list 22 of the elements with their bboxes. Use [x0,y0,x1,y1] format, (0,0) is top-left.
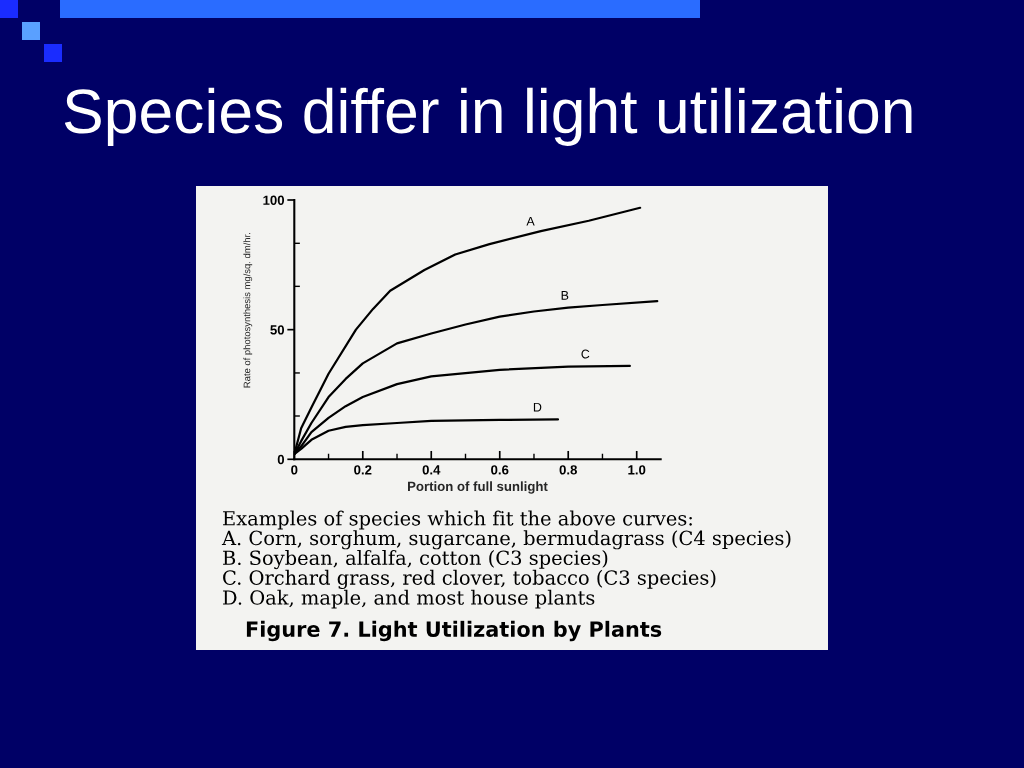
x-axis-title: Portion of full sunlight [408,481,548,494]
annotation: A [526,216,535,226]
text: Examples of species which fit the above curves: [223,510,692,530]
annotation: B [561,291,569,300]
caption: Figure 7. Light Utilization by Plants [246,620,662,642]
text: B. Soybean, alfalfa, cotton (C3 species) [223,550,608,570]
y-tick-label: 0 [277,454,285,465]
chart-title: Species differ in light utilization [64,87,912,146]
x-tick-label: 0.4 [422,465,441,475]
x-tick-label: 0.2 [354,465,372,475]
annotation: C [581,349,590,359]
text: A. Corn, sorghum, sugarcane, bermudagrass (C4 species) [221,530,791,550]
x-tick-label: 0.6 [491,465,509,475]
text: C. Orchard grass, red clover, tobacco (C3 species) [223,569,716,589]
x-tick-label: 1.0 [628,465,646,475]
y-tick-label: 100 [263,195,285,205]
annotation: D [533,402,542,412]
text: D. Oak, maple, and most house plants [223,589,595,609]
x-tick-label: 0 [291,465,298,475]
x-tick-label: 0.8 [559,465,577,475]
y-axis-title: Rate of photosynthesis mg/sq. dm/hr. [243,233,253,388]
y-tick-label: 50 [270,325,285,335]
